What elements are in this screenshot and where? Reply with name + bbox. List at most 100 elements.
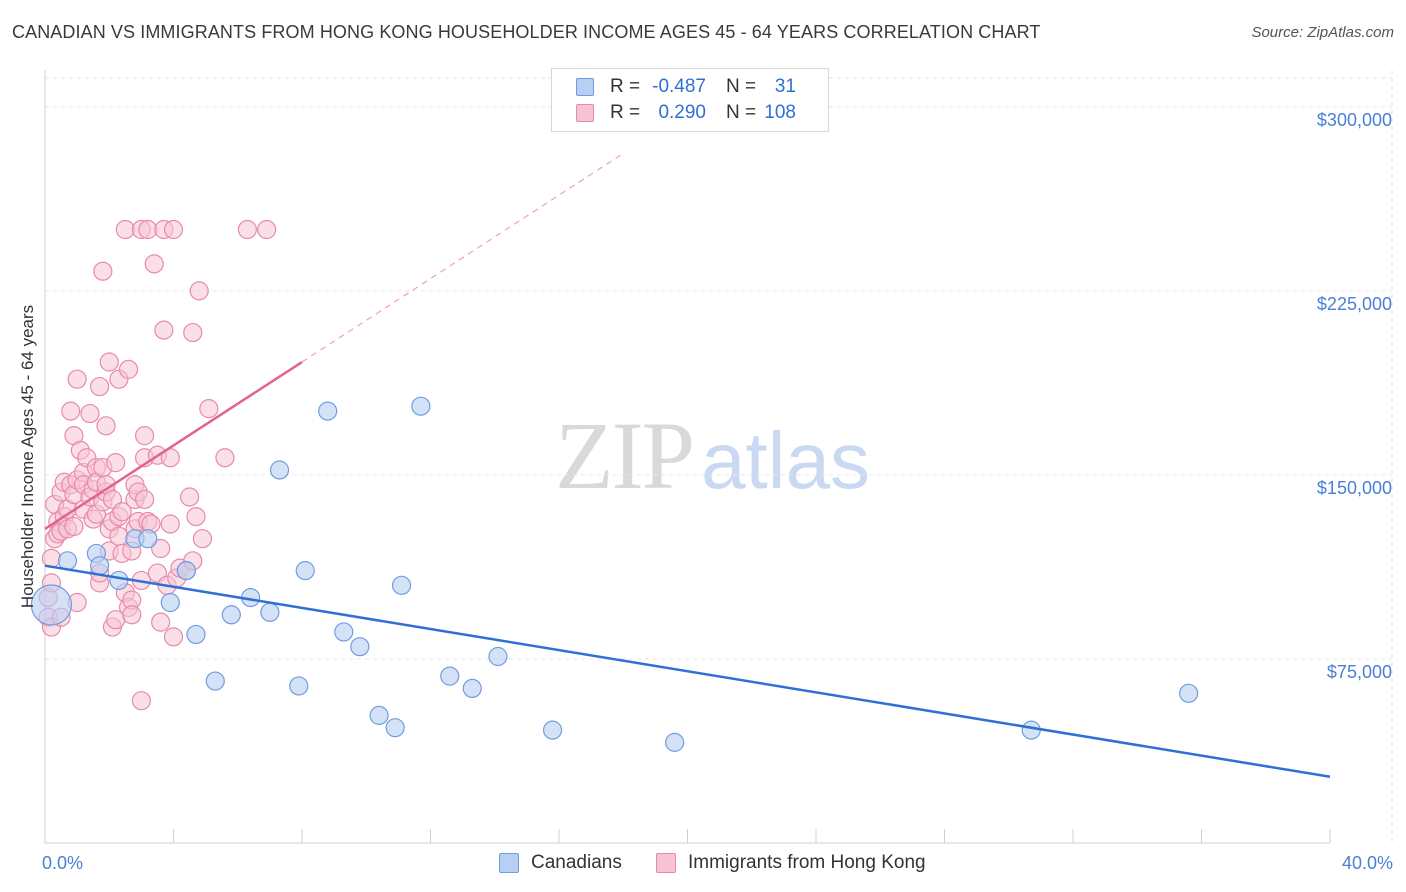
blue-swatch-icon [576,78,594,96]
canadian-point [138,529,158,549]
legend-r-label: R = [610,102,641,123]
hong-kong-point [144,254,164,274]
canadian-point [440,666,460,686]
hong-kong-point [186,507,206,527]
chart-title: CANADIAN VS IMMIGRANTS FROM HONG KONG HO… [12,22,1041,42]
canadian-point [176,561,196,581]
hong-kong-trend-line [44,360,303,530]
hong-kong-point [163,219,184,240]
hong-kong-trend-extension [301,152,624,363]
canadian-point [109,570,129,591]
hong-kong-point [41,548,62,568]
watermark-atlas: atlas [701,416,870,505]
hong-kong-point [112,502,132,522]
hong-kong-point [151,612,171,632]
hong-kong-point [192,529,213,549]
legend-n-label: N = [726,102,757,123]
canadian-point [334,622,354,642]
blue-swatch-icon [499,853,519,873]
canadian-point [411,396,431,416]
x-tick-label-end: 40.0% [1342,853,1393,873]
hong-kong-point [134,489,155,510]
canadian-point [160,592,180,613]
canadian-point [260,602,280,622]
x-tick-label-start: 0.0% [42,853,83,873]
axes [44,70,1331,844]
canadian-point [488,646,508,667]
canadian-points [30,396,1199,752]
canadian-point [391,575,412,595]
hong-kong-points [38,219,277,711]
hong-kong-point [93,261,113,281]
hong-kong-point [80,403,100,424]
canadian-point [186,624,206,645]
hong-kong-point [122,605,142,625]
hong-kong-point [179,487,200,507]
legend-item-canadians[interactable]: Canadians [499,852,622,874]
canadian-point [318,401,338,421]
canadian-point [269,460,290,480]
canadian-point [665,732,685,752]
canadian-point [221,605,241,625]
hong-kong-point [154,320,174,340]
hong-kong-point [61,401,81,421]
hong-kong-point [96,416,116,436]
legend-item-hong-kong[interactable]: Immigrants from Hong Kong [656,852,926,874]
canadian-point [90,556,110,576]
canadian-point [289,676,309,696]
legend-row-canadians: R = -0.487 N = 31 [576,75,796,99]
canadian-point [1021,720,1041,740]
legend-n-value: 31 [774,76,796,97]
hong-kong-point [64,516,84,537]
series-legend: Canadians Immigrants from Hong Kong [0,852,1406,878]
legend-label-hong-kong: Immigrants from Hong Kong [688,852,926,873]
hong-kong-point [134,426,155,446]
y-tick-label: $225,000 [1317,294,1392,314]
canadian-point [30,584,73,626]
legend-n-value: 108 [764,102,796,123]
canadian-point [205,671,225,691]
hong-kong-point [237,219,257,240]
hong-kong-point [163,627,184,647]
pink-swatch-icon [656,853,676,873]
canadian-point [385,718,405,738]
hong-kong-point [99,352,119,372]
legend-r-label: R = [610,76,641,97]
y-axis-label: Householder Income Ages 45 - 64 years [18,305,37,608]
hong-kong-point [109,526,129,546]
pink-swatch-icon [576,104,594,122]
axis-labels: $75,000 $150,000 $225,000 $300,000 0.0% 40.0%… [18,110,1393,873]
source-credit: Source: ZipAtlas.com [1251,24,1394,41]
legend-row-hong-kong: R = 0.290 N = 108 [576,101,796,125]
hong-kong-point [151,538,171,559]
legend-label-canadians: Canadians [531,852,622,873]
hong-kong-point [115,219,135,240]
canadian-point [295,561,315,581]
hong-kong-point [138,219,158,240]
watermark-zip: ZIP [555,402,695,509]
hong-kong-point [199,399,219,419]
canadian-point [369,705,389,725]
hong-kong-point [131,691,151,711]
legend-n-label: N = [726,76,757,97]
y-tick-label: $75,000 [1327,662,1392,682]
legend-r-value: 0.290 [658,102,706,123]
grid-lines [45,70,1393,843]
canadian-point [462,678,482,699]
watermark: ZIP atlas [555,400,870,511]
hong-kong-point [118,359,139,379]
canadian-point [542,720,563,740]
legend-r-value: -0.487 [652,76,706,97]
canadian-point [1179,683,1199,703]
hong-kong-point [106,453,126,473]
hong-kong-point [189,281,209,301]
y-tick-label: $150,000 [1317,478,1392,498]
canadian-point [350,637,370,657]
hong-kong-point [160,514,180,534]
canadian-trend-line [44,564,1331,778]
hong-kong-point [257,219,277,240]
hong-kong-point [215,448,235,468]
hong-kong-point [90,376,110,397]
hong-kong-point [67,369,87,389]
